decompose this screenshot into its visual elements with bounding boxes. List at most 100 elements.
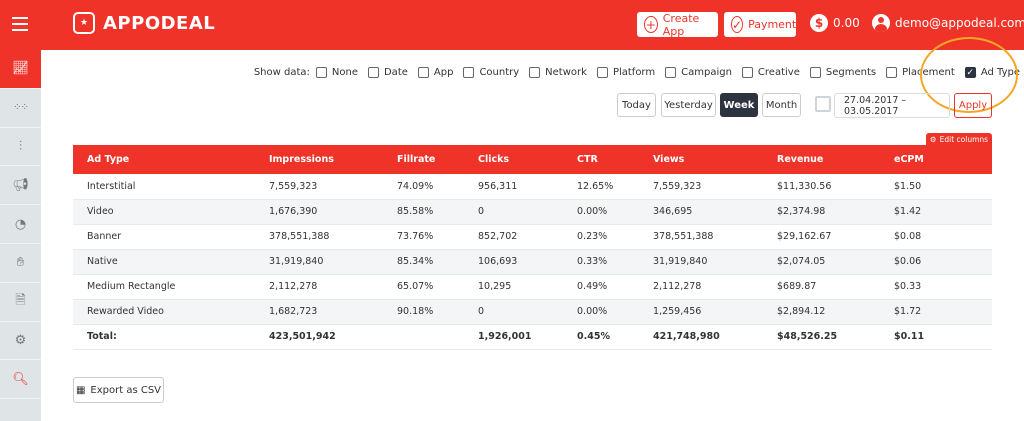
checkbox-label: Segments — [825, 67, 877, 78]
menu-icon[interactable] — [12, 17, 28, 31]
payment-button[interactable]: ✓ Payment — [724, 12, 796, 37]
period-yesterday-button[interactable]: Yesterday — [661, 93, 716, 117]
table-cell: 346,695 — [653, 199, 777, 225]
column-header[interactable]: Clicks — [478, 145, 577, 174]
table-cell: $689.87 — [777, 274, 894, 300]
column-header[interactable]: eCPM — [894, 145, 992, 174]
checkbox-box[interactable] — [315, 67, 327, 78]
edit-columns-button[interactable]: ⚙ Edit columns — [926, 133, 992, 145]
create-app-button[interactable]: + Create App — [637, 12, 718, 38]
checkbox-label: Network — [545, 67, 587, 78]
column-header[interactable]: Impressions — [269, 145, 397, 174]
document-icon: 🗎︎ — [15, 292, 26, 308]
checkbox-box[interactable] — [463, 67, 475, 78]
table-cell: 0.49% — [577, 274, 653, 300]
period-today-button[interactable]: Today — [617, 93, 656, 117]
period-month-button[interactable]: Month — [762, 93, 801, 117]
checkbox-box[interactable] — [886, 67, 898, 78]
user-icon — [872, 14, 890, 32]
megaphone-icon: 📢︎ — [12, 177, 29, 193]
total-cell: 0.45% — [577, 324, 653, 350]
table-icon: ▦ — [75, 384, 86, 396]
sidebar-item-payouts[interactable]: ✋︎ — [0, 244, 41, 283]
checkbox-network[interactable]: Network — [529, 67, 587, 78]
show-data-filters: Show data: None Date App Country Network Plat… — [254, 67, 1020, 78]
table-cell: $11,330.56 — [777, 174, 894, 200]
checkbox-app[interactable]: App — [417, 67, 453, 78]
checkbox-none[interactable]: None — [315, 67, 358, 78]
table-cell: Interstitial — [73, 174, 269, 200]
column-header[interactable]: Revenue — [777, 145, 894, 174]
table-row: Interstitial 7,559,323 74.09% 956,311 12.65%… — [73, 174, 992, 200]
table-cell: $2,374.98 — [777, 199, 894, 225]
period-week-button[interactable]: Week — [720, 93, 758, 117]
total-cell: $0.11 — [894, 324, 992, 350]
table-cell: 2,112,278 — [269, 274, 397, 300]
sidebar-item-promotion[interactable]: 📢︎ — [0, 166, 41, 206]
checkbox-label: Campaign — [681, 67, 732, 78]
edit-columns-label: Edit columns — [939, 134, 989, 144]
sidebar-item-apps[interactable]: ⁘⁘ — [0, 89, 41, 128]
checkbox-campaign[interactable]: Campaign — [665, 67, 732, 78]
sidebar-item-documents[interactable]: 🗎︎ — [0, 283, 41, 322]
table-cell: 0.00% — [577, 299, 653, 325]
apply-button[interactable]: Apply — [954, 93, 992, 118]
checkbox-box[interactable] — [809, 67, 821, 78]
total-cell — [397, 324, 478, 350]
table-cell: 956,311 — [478, 174, 577, 200]
table-cell: $29,162.67 — [777, 224, 894, 250]
checkbox-box[interactable] — [417, 67, 429, 78]
date-range-input[interactable]: 27.04.2017 – 03.05.2017 — [834, 93, 950, 118]
checkbox-label: None — [331, 67, 358, 78]
top-header: ★ APPODEAL + Create App ✓ Payment $0.00 de… — [0, 0, 1024, 50]
column-header[interactable]: Fillrate — [397, 145, 478, 174]
table-cell: 85.34% — [397, 249, 478, 275]
checkbox-box[interactable] — [596, 67, 608, 78]
export-csv-button[interactable]: ▦ Export as CSV — [73, 377, 164, 403]
checkbox-creative[interactable]: Creative — [741, 67, 800, 78]
sidebar-item-reports[interactable]: ◔ — [0, 205, 41, 244]
table-cell: 31,919,840 — [269, 249, 397, 275]
checkbox-label: Creative — [757, 67, 800, 78]
pie-chart-icon: ◔ — [14, 216, 27, 232]
checkbox-platform[interactable]: Platform — [596, 67, 656, 78]
checkbox-label: Platform — [612, 67, 656, 78]
sidebar-item-analytics[interactable]: 🔍︎ — [0, 360, 41, 400]
table-cell: 73.76% — [397, 224, 478, 250]
checkbox-date[interactable]: Date — [367, 67, 408, 78]
column-header[interactable]: CTR — [577, 145, 653, 174]
table-cell: 378,551,388 — [269, 224, 397, 250]
total-cell: $48,526.25 — [777, 324, 894, 350]
total-cell: 421,748,980 — [653, 324, 777, 350]
table-row: Banner 378,551,388 73.76% 852,702 0.23% 378,5… — [73, 224, 992, 250]
table-cell: 85.58% — [397, 199, 478, 225]
total-cell: 1,926,001 — [478, 324, 577, 350]
table-cell: Rewarded Video — [73, 299, 269, 325]
column-header[interactable]: Views — [653, 145, 777, 174]
checkbox-box[interactable] — [741, 67, 753, 78]
table-cell: $2,894.12 — [777, 299, 894, 325]
gear-icon: ⚙ — [929, 134, 937, 144]
checkbox-box[interactable] — [529, 67, 541, 78]
sidebar-item-sdk[interactable]: ⚙︎ — [0, 322, 41, 361]
table-cell: 10,295 — [478, 274, 577, 300]
user-email: demo@appodeal.com — [895, 16, 1024, 30]
apps-grid-icon: ⁘⁘ — [13, 102, 29, 114]
search-analytics-icon: 🔍︎ — [12, 371, 29, 387]
logo-text: APPODEAL — [103, 12, 216, 34]
sidebar-item-settings[interactable]: ⫶ — [0, 128, 41, 167]
export-label: Export as CSV — [90, 384, 162, 396]
checkbox-box[interactable] — [367, 67, 379, 78]
user-menu[interactable]: demo@appodeal.com▼ — [872, 14, 1024, 32]
table-cell: 1,682,723 — [269, 299, 397, 325]
checkbox-segments[interactable]: Segments — [809, 67, 877, 78]
table-cell: 106,693 — [478, 249, 577, 275]
column-header[interactable]: Ad Type — [73, 145, 269, 174]
sliders-icon: ⫶ — [18, 138, 23, 154]
calendar-icon[interactable] — [815, 96, 831, 112]
checkbox-country[interactable]: Country — [463, 67, 519, 78]
logo[interactable]: ★ APPODEAL — [73, 12, 215, 34]
checkbox-box[interactable] — [665, 67, 677, 78]
table-cell: $0.33 — [894, 274, 992, 300]
sidebar-item-statistics[interactable]: 📈︎ — [0, 50, 41, 89]
